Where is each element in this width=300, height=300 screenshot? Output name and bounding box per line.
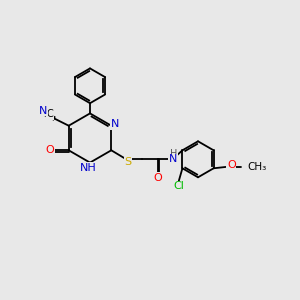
Text: N: N: [39, 106, 47, 116]
Text: H: H: [170, 149, 177, 159]
Text: C: C: [47, 109, 54, 119]
Text: S: S: [124, 157, 132, 167]
Text: Cl: Cl: [173, 181, 184, 191]
Text: CH₃: CH₃: [247, 162, 266, 172]
Text: O: O: [45, 145, 54, 155]
Text: N: N: [111, 119, 119, 129]
Text: N: N: [169, 154, 178, 164]
Text: NH: NH: [80, 163, 97, 173]
Text: O: O: [227, 160, 236, 170]
Text: O: O: [153, 173, 162, 183]
